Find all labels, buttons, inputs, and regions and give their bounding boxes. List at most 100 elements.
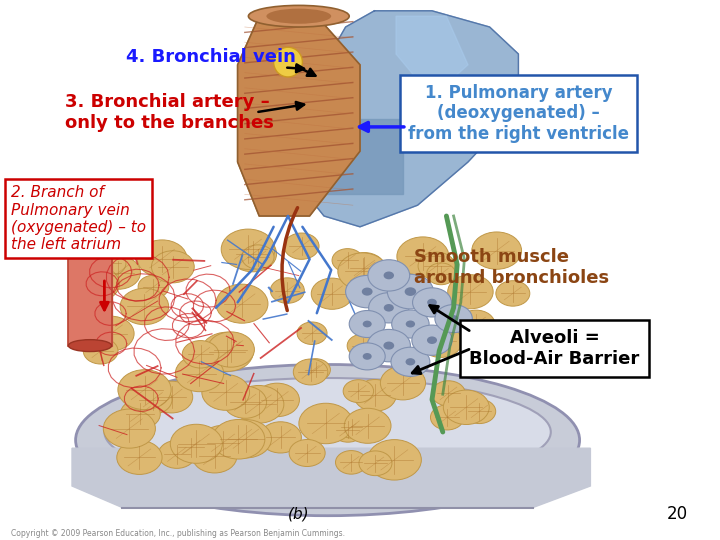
Circle shape [384,341,395,350]
Circle shape [347,334,378,357]
Circle shape [449,315,459,322]
Ellipse shape [274,47,302,77]
Circle shape [431,381,465,406]
Circle shape [457,310,495,339]
Polygon shape [72,448,590,508]
Circle shape [212,420,265,459]
Circle shape [332,248,363,272]
Ellipse shape [104,378,551,486]
Circle shape [284,233,319,259]
Circle shape [84,338,118,364]
Circle shape [289,440,325,467]
Circle shape [192,440,237,473]
Circle shape [361,282,397,309]
Circle shape [301,359,330,381]
Circle shape [472,232,521,269]
Circle shape [405,358,415,366]
Polygon shape [302,11,518,227]
Circle shape [413,288,451,317]
Circle shape [349,310,385,338]
Circle shape [199,426,246,460]
Circle shape [391,347,430,376]
Circle shape [117,441,162,475]
Text: Smooth muscle
around bronchioles: Smooth muscle around bronchioles [414,248,609,287]
Ellipse shape [68,232,112,244]
Text: 1. Pulmonary artery
(deoxygenated) –
from the right ventricle: 1. Pulmonary artery (deoxygenated) – fro… [408,84,629,143]
Circle shape [367,329,410,362]
Circle shape [202,375,250,410]
Circle shape [88,316,134,351]
Circle shape [392,310,429,338]
Polygon shape [396,16,468,97]
Circle shape [406,321,415,327]
Circle shape [171,424,222,463]
Circle shape [255,383,300,417]
Circle shape [233,386,284,423]
Circle shape [463,399,495,423]
Circle shape [367,440,421,480]
Circle shape [120,399,161,429]
Circle shape [368,260,410,291]
Circle shape [448,275,493,309]
Circle shape [435,305,472,333]
Circle shape [388,282,418,305]
Circle shape [359,451,392,476]
Circle shape [151,251,194,283]
Circle shape [299,403,353,444]
Circle shape [242,245,274,269]
Text: 3. Bronchial artery –
only to the branches: 3. Bronchial artery – only to the branch… [65,93,274,132]
Circle shape [349,343,385,370]
Circle shape [412,325,452,355]
Text: Alveoli =
Blood-Air Barrier: Alveoli = Blood-Air Barrier [469,329,639,368]
Circle shape [260,422,302,453]
Circle shape [344,253,385,284]
Circle shape [418,252,455,280]
Circle shape [182,341,219,368]
Circle shape [103,409,156,448]
Circle shape [369,293,409,323]
Circle shape [73,266,120,301]
Circle shape [207,332,254,367]
Text: Copyright © 2009 Pearson Education, Inc., publishing as Pearson Benjamin Cumming: Copyright © 2009 Pearson Education, Inc.… [11,529,345,538]
Circle shape [427,299,437,306]
Circle shape [427,336,437,344]
Text: 20: 20 [667,505,688,523]
Circle shape [496,281,530,306]
Circle shape [311,278,353,309]
Circle shape [387,274,433,309]
Circle shape [363,321,372,327]
Circle shape [427,263,456,285]
Circle shape [354,380,396,411]
Circle shape [297,322,327,345]
Circle shape [362,287,373,296]
Circle shape [338,253,387,290]
Circle shape [344,408,391,443]
Polygon shape [68,238,112,346]
Circle shape [405,287,416,296]
Circle shape [134,386,172,414]
Circle shape [91,250,126,276]
Circle shape [173,434,209,461]
Circle shape [346,275,389,308]
Text: (b): (b) [288,507,310,522]
Circle shape [138,240,187,277]
Ellipse shape [68,340,112,352]
Circle shape [229,236,276,272]
Circle shape [293,359,328,385]
Circle shape [221,229,275,269]
Circle shape [138,275,168,298]
Circle shape [175,355,224,391]
Circle shape [220,420,271,458]
Circle shape [397,237,449,276]
Circle shape [420,326,462,357]
Circle shape [201,332,253,372]
Text: 2. Branch of
Pulmonary vein
(oxygenated) – to
the left atrium: 2. Branch of Pulmonary vein (oxygenated)… [11,185,146,252]
Circle shape [431,405,464,430]
Circle shape [384,272,394,279]
Circle shape [270,278,305,303]
Polygon shape [238,16,360,216]
Circle shape [216,284,268,323]
Polygon shape [302,119,403,194]
Circle shape [363,353,372,360]
Circle shape [120,288,168,325]
